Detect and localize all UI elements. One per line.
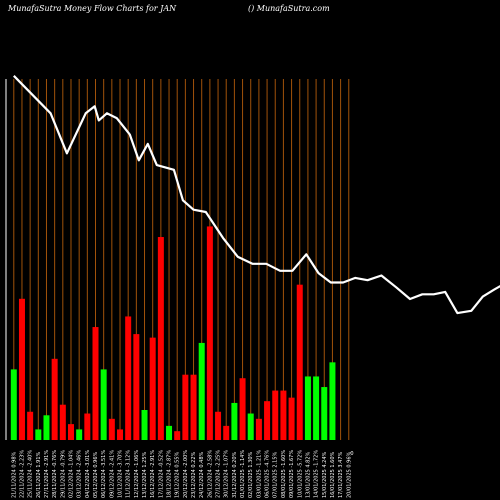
bar [313, 376, 320, 440]
x-tick-label: 29/11/2024 -0.79% [60, 450, 66, 498]
bar [255, 418, 262, 440]
bar [272, 390, 279, 440]
x-tick-label: 09/12/2024 -2.41% [109, 450, 115, 498]
bar [264, 401, 271, 440]
x-tick-label: 10/01/2025 -5.72% [297, 450, 303, 498]
x-tick-label: 26/11/2024 1.91% [36, 451, 42, 498]
bar [198, 342, 205, 440]
x-tick-label: 28/11/2024 -0.76% [52, 450, 58, 498]
bar [59, 404, 66, 440]
bar [51, 358, 58, 440]
x-tick-label: 12/12/2024 -1.06% [134, 450, 140, 498]
x-tick-label: 20/12/2024 -2.00% [183, 450, 189, 498]
bar [100, 369, 107, 440]
x-tick-label: 16/12/2024 -2.91% [150, 450, 156, 498]
x-tick-label: 06/12/2024 -3.51% [101, 450, 107, 498]
x-tick-label: 26/12/2024 -2.58% [207, 450, 213, 498]
bar [215, 411, 222, 440]
bar [133, 334, 140, 440]
x-tick-label: 13/01/2025 4.82% [305, 451, 311, 498]
x-tick-label: 02/01/2025 1.30% [248, 451, 254, 498]
axis-zero-label: 0 [350, 451, 353, 457]
bar [157, 237, 164, 440]
x-tick-label: 09/01/2025 -1.67% [289, 450, 295, 498]
x-tick-label: 18/12/2024 -2.87% [167, 450, 173, 498]
bar [288, 397, 295, 440]
x-tick-label: 20/01/2025 0.96% [346, 451, 352, 498]
x-tick-label: 17/01/2025 3.47% [338, 451, 344, 498]
bar [18, 298, 25, 440]
bar [182, 374, 189, 440]
x-tick-label: 14/01/2025 -1.72% [314, 450, 320, 498]
x-tick-label: 25/11/2024 -2.40% [28, 450, 34, 498]
bar [296, 284, 303, 440]
x-tick-label: 15/01/2025 4.24% [322, 451, 328, 498]
x-tick-label: 05/12/2024 0.96% [93, 451, 99, 498]
x-tick-label: 11/12/2024 -3.12% [126, 450, 132, 498]
bar [321, 387, 328, 440]
bar [76, 429, 83, 440]
x-tick-label: 21/11/2024 0.98% [11, 451, 17, 498]
x-tick-label: 01/01/2025 -1.14% [240, 450, 246, 498]
bar [43, 415, 50, 440]
bar [190, 374, 197, 440]
bar [27, 411, 34, 440]
x-tick-label: 07/01/2025 2.15% [273, 451, 279, 498]
x-tick-label: 31/12/2024 0.20% [232, 451, 238, 498]
x-tick-label: 17/12/2024 -0.52% [158, 450, 164, 498]
chart-title: MunafaSutra Money Flow Charts for JAN [8, 4, 177, 13]
x-tick-label: 03/12/2024 -2.46% [77, 450, 83, 498]
x-tick-label: 19/12/2024 0.55% [175, 451, 181, 498]
bar [280, 390, 287, 440]
bar [174, 431, 181, 440]
money-flow-line [13, 75, 500, 315]
bar [166, 425, 173, 440]
x-tick-label: 27/11/2024 -2.91% [44, 450, 50, 498]
bar [141, 409, 148, 440]
x-tick-label: 13/12/2024 1.25% [142, 451, 148, 498]
x-tick-label: 08/01/2025 -1.60% [281, 450, 287, 498]
x-tick-label: 04/12/2024 -3.01% [85, 450, 91, 498]
x-tick-label: 27/12/2024 -2.25% [216, 450, 222, 498]
bar [247, 413, 254, 440]
x-tick-label: 02/12/2024 -1.04% [68, 450, 74, 498]
bar [329, 362, 336, 440]
bar [206, 226, 213, 440]
bar [92, 327, 99, 440]
bar [125, 316, 132, 440]
bar [231, 402, 238, 440]
bar [35, 429, 42, 440]
x-tick-label: 30/12/2024 -1.07% [224, 450, 230, 498]
bar [84, 413, 91, 440]
x-tick-label: 22/11/2024 -2.23% [19, 450, 25, 498]
bar [239, 378, 246, 440]
bar [149, 337, 156, 440]
bar [117, 429, 124, 440]
x-tick-label: 10/12/2024 -3.70% [118, 450, 124, 498]
site-credit: () MunafaSutra.com [248, 4, 330, 13]
x-tick-label: 03/01/2025 -1.21% [256, 450, 262, 498]
bar [223, 425, 230, 440]
x-tick-label: 23/12/2024 0.22% [191, 451, 197, 498]
x-tick-label: 06/01/2025 -4.76% [265, 450, 271, 498]
bar [67, 424, 74, 440]
bar [108, 418, 115, 440]
x-tick-label: 24/12/2024 0.48% [199, 451, 205, 498]
x-tick-label: 16/01/2025 1.60% [330, 451, 336, 498]
bar [304, 376, 311, 440]
bar [10, 369, 17, 440]
